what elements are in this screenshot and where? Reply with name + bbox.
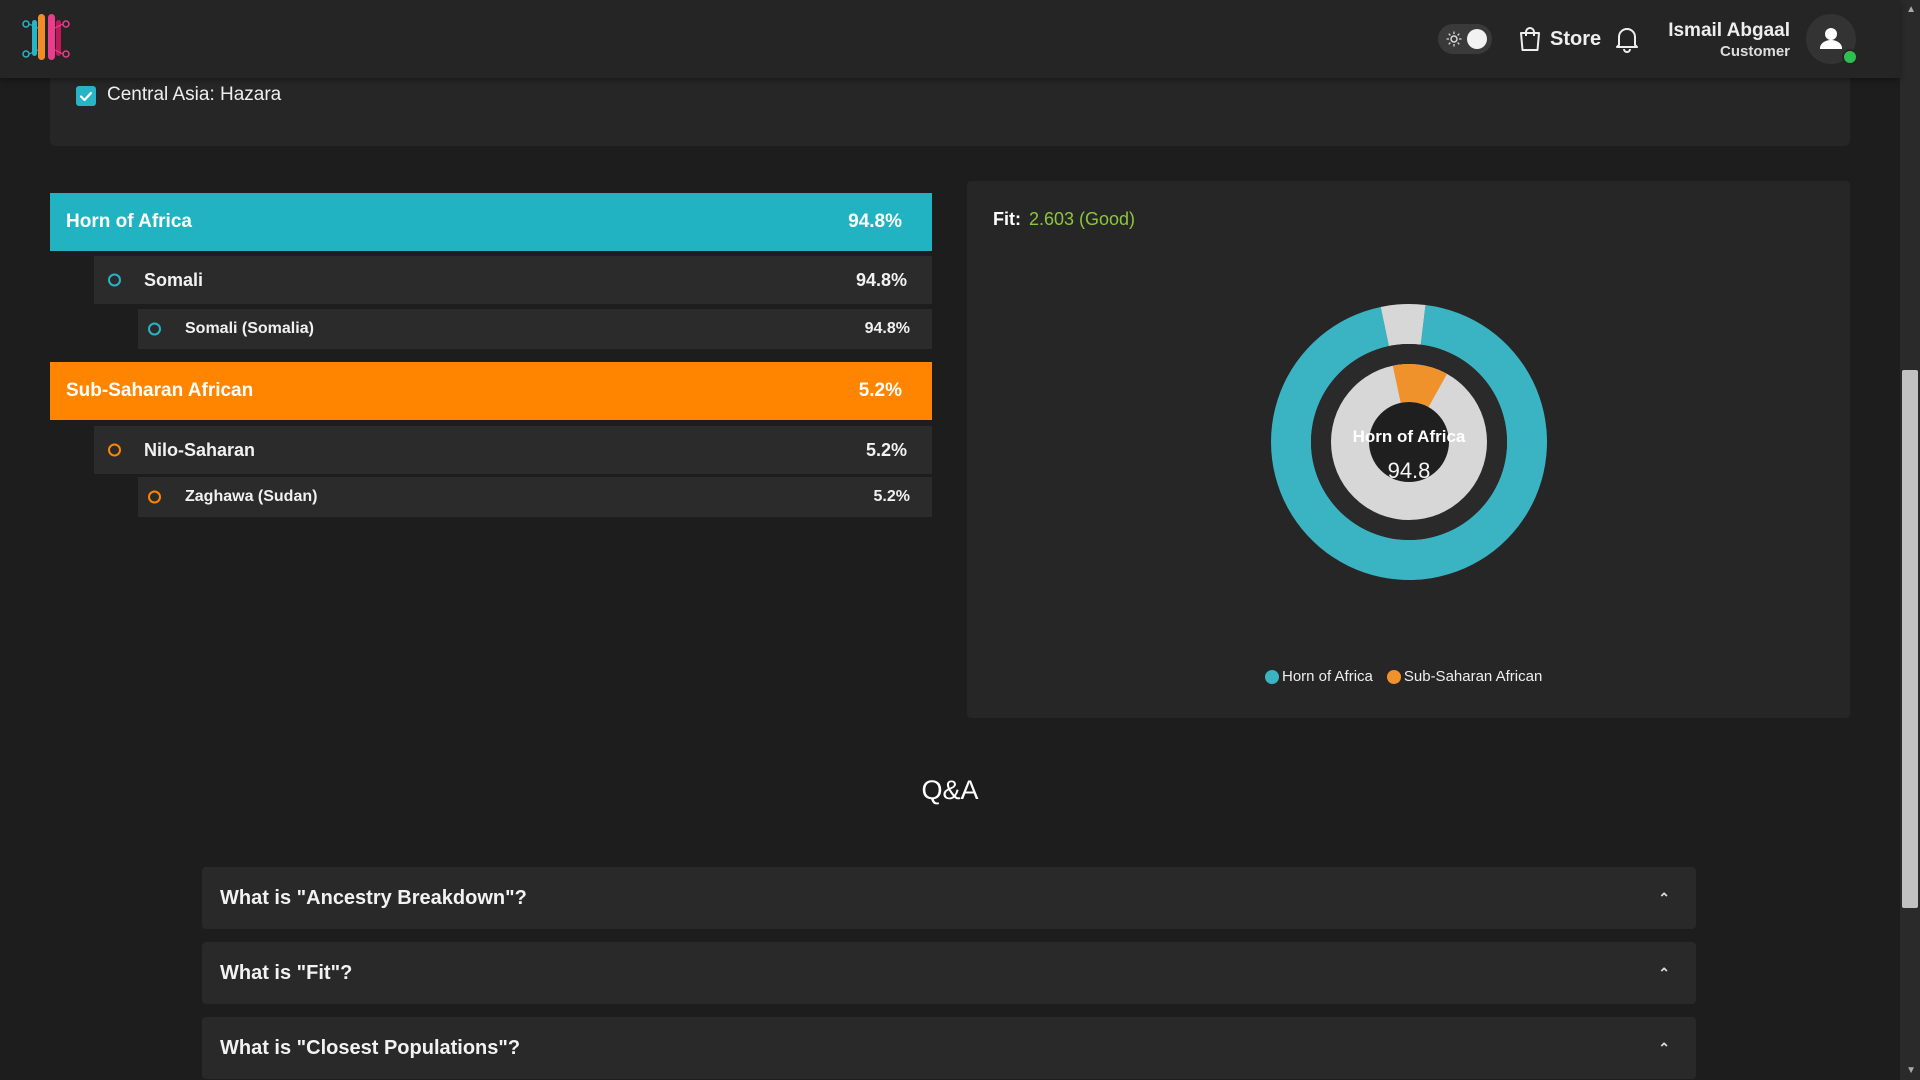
- qa-title: Q&A: [921, 775, 979, 805]
- scroll-down-icon[interactable]: ▼: [1906, 1065, 1916, 1076]
- legend-label: Horn of Africa: [1282, 668, 1373, 685]
- app-logo-icon[interactable]: [18, 10, 74, 66]
- legend-item-horn-of-africa[interactable]: Horn of Africa: [1265, 668, 1373, 685]
- user-name: Ismail Abgaal: [1668, 20, 1790, 41]
- chart-legend: Horn of Africa Sub-Saharan African: [1265, 668, 1542, 685]
- legend-item-sub-saharan-african[interactable]: Sub-Saharan African: [1386, 668, 1543, 685]
- shopping-bag-icon: [1520, 27, 1540, 51]
- qa-item-closest-populations[interactable]: What is "Closest Populations"? ⌃: [202, 1017, 1696, 1079]
- toggle-knob: [1467, 29, 1487, 49]
- population-filter-panel: Central Asia: Hazara: [50, 70, 1850, 146]
- fit-readout: Fit: 2.603 (Good): [993, 209, 1135, 230]
- donut-hole: [1369, 402, 1449, 482]
- chevron-up-icon[interactable]: ⌃: [1658, 964, 1670, 981]
- qa-question: What is "Fit"?: [220, 961, 353, 984]
- store-label: Store: [1550, 27, 1602, 50]
- outer-slice-sub-saharan-african[interactable]: [1380, 304, 1426, 347]
- hazara-checkbox-label: Central Asia: Hazara: [107, 84, 282, 105]
- subsub-label: Zaghawa (Sudan): [185, 488, 318, 505]
- theme-toggle[interactable]: [1438, 24, 1492, 54]
- legend-dot: [1386, 669, 1401, 684]
- fit-value: 2.603 (Good): [1028, 209, 1136, 229]
- sub-value: 94.8%: [855, 269, 907, 290]
- center-value: 94.8: [1388, 458, 1431, 483]
- group-label: Horn of Africa: [66, 211, 192, 232]
- sub-label: Nilo-Saharan: [144, 439, 256, 460]
- qa-item-ancestry-breakdown[interactable]: What is "Ancestry Breakdown"? ⌃: [202, 867, 1696, 929]
- scrollbar-thumb[interactable]: [1902, 370, 1918, 908]
- group-value: 94.8%: [848, 211, 902, 232]
- ancestry-donut-chart: Horn of Africa 94.8: [1271, 304, 1547, 580]
- user-avatar[interactable]: [1806, 14, 1858, 65]
- subsub-row-zaghawa-sudan[interactable]: Zaghawa (Sudan) 5.2%: [138, 477, 932, 517]
- chevron-up-icon[interactable]: ⌃: [1658, 1039, 1670, 1056]
- inner-slice-sub-saharan-african[interactable]: [1392, 364, 1448, 408]
- group-row-horn-of-africa[interactable]: Horn of Africa 94.8%: [50, 193, 932, 251]
- chevron-up-icon[interactable]: ⌃: [1658, 889, 1670, 906]
- circle-icon: [108, 443, 121, 457]
- bell-icon[interactable]: [1614, 25, 1640, 53]
- top-bar: Store Ismail Abgaal Customer: [0, 0, 1900, 78]
- check-icon: [79, 91, 93, 102]
- online-status-dot: [1842, 49, 1858, 65]
- subsub-value: 5.2%: [873, 488, 910, 505]
- qa-item-fit[interactable]: What is "Fit"? ⌃: [202, 942, 1696, 1004]
- scrollbar[interactable]: ▲ ▼: [1900, 0, 1920, 1080]
- scroll-up-icon[interactable]: ▲: [1906, 4, 1916, 15]
- sub-label: Somali: [144, 269, 204, 290]
- circle-icon: [148, 490, 161, 504]
- user-icon: [1820, 28, 1842, 49]
- sub-value: 5.2%: [865, 439, 907, 460]
- circle-icon: [108, 273, 121, 287]
- ancestry-chart-panel: Fit: 2.603 (Good) Horn of Africa 94.8 Hor…: [967, 181, 1850, 718]
- sub-row-nilo-saharan[interactable]: Nilo-Saharan 5.2%: [94, 426, 932, 474]
- subsub-value: 94.8%: [864, 320, 910, 337]
- qa-question: What is "Ancestry Breakdown"?: [220, 886, 527, 909]
- hazara-checkbox[interactable]: [76, 86, 96, 106]
- qa-question: What is "Closest Populations"?: [220, 1036, 521, 1059]
- legend-label: Sub-Saharan African: [1403, 668, 1543, 685]
- fit-label: Fit:: [993, 209, 1021, 229]
- circle-icon: [148, 322, 161, 336]
- subsub-label: Somali (Somalia): [185, 320, 314, 337]
- group-label: Sub-Saharan African: [66, 380, 254, 401]
- center-label: Horn of Africa: [1353, 427, 1466, 446]
- store-link[interactable]: Store: [1518, 24, 1601, 54]
- group-value: 5.2%: [858, 380, 902, 401]
- legend-dot: [1265, 669, 1279, 684]
- sub-row-somali[interactable]: Somali 94.8%: [94, 256, 932, 304]
- subsub-row-somali-somalia[interactable]: Somali (Somalia) 94.8%: [138, 309, 932, 349]
- group-row-sub-saharan-african[interactable]: Sub-Saharan African 5.2%: [50, 362, 932, 420]
- sun-icon: [1446, 31, 1462, 47]
- user-role: Customer: [1719, 43, 1790, 60]
